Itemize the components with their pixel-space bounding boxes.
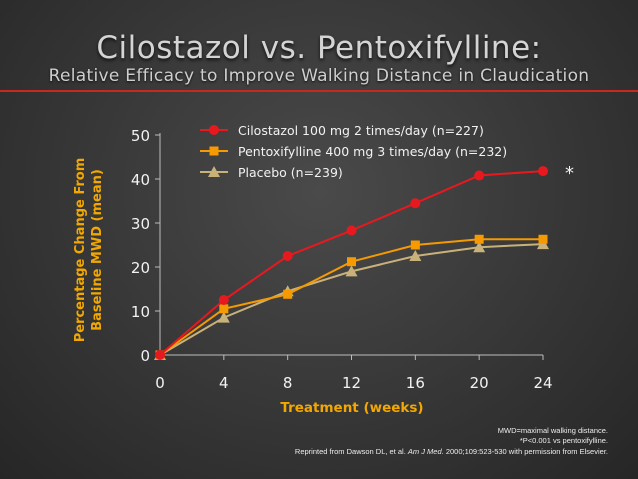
legend-marker xyxy=(209,125,219,135)
chart-legend: Cilostazol 100 mg 2 times/day (n=227) Pen… xyxy=(200,123,507,180)
citation-journal: Am J Med. xyxy=(407,447,444,456)
data-point xyxy=(282,251,293,261)
x-axis-label: Treatment (weeks) xyxy=(280,400,424,416)
y-tick-label: 30 xyxy=(131,215,150,233)
y-tick-label: 40 xyxy=(131,171,150,189)
y-axis-label-line1: Percentage Change From xyxy=(73,157,88,343)
x-tick-label: 8 xyxy=(283,374,293,392)
legend-label: Pentoxifylline 400 mg 3 times/day (n=232… xyxy=(238,144,507,159)
data-point xyxy=(219,304,229,314)
y-tick-label: 0 xyxy=(140,347,150,365)
x-tick-label: 24 xyxy=(533,374,552,392)
x-tick-label: 0 xyxy=(155,374,165,392)
slide-title: Cilostazol vs. Pentoxifylline: xyxy=(96,30,542,66)
citation-post: 2000;109:523-530 with permission from El… xyxy=(443,447,608,456)
data-point xyxy=(474,170,485,181)
x-tick-label: 16 xyxy=(406,374,425,392)
data-point xyxy=(409,250,422,261)
chart-series xyxy=(154,166,549,360)
title-divider xyxy=(0,90,638,92)
citation-pre: Reprinted from Dawson DL, et al. xyxy=(294,447,408,456)
series-line xyxy=(159,238,543,356)
y-axis-label-line2: Baseline MWD (mean) xyxy=(90,169,105,331)
y-tick-label: 20 xyxy=(131,259,150,277)
footnote-line1: MWD=maximal walking distance. xyxy=(497,426,608,435)
chart-axes: 0 10 20 30 40 50 0 4 8 12 16 20 24 xyxy=(131,127,553,392)
data-point xyxy=(538,234,548,244)
chart-annotations: * xyxy=(565,163,574,184)
y-axis-label: Percentage Change From Baseline MWD (mea… xyxy=(72,150,106,350)
x-tick-label: 20 xyxy=(470,374,489,392)
y-tick-label: 10 xyxy=(131,303,150,321)
footnote-line2: *P<0.001 vs pentoxifylline. xyxy=(519,436,608,445)
data-point xyxy=(217,311,230,323)
data-point xyxy=(346,225,357,236)
legend-marker xyxy=(209,146,219,156)
data-point xyxy=(345,265,358,277)
data-point xyxy=(347,257,356,267)
data-point xyxy=(410,240,420,250)
legend-label: Placebo (n=239) xyxy=(238,165,343,180)
y-tick-label: 50 xyxy=(131,127,150,145)
footnote: MWD=maximal walking distance. *P<0.001 v… xyxy=(498,426,608,446)
data-point xyxy=(538,166,548,177)
x-tick-label: 12 xyxy=(342,374,361,392)
significance-asterisk: * xyxy=(565,163,574,184)
data-point xyxy=(474,234,484,244)
citation: Reprinted from Dawson DL, et al. Am J Me… xyxy=(295,447,608,456)
data-point xyxy=(410,198,421,209)
x-tick-label: 4 xyxy=(219,374,229,392)
data-point xyxy=(155,350,165,360)
data-point xyxy=(283,289,293,299)
data-point xyxy=(218,295,229,305)
slide-subtitle: Relative Efficacy to Improve Walking Dis… xyxy=(48,66,590,86)
legend-label: Cilostazol 100 mg 2 times/day (n=227) xyxy=(238,123,484,138)
data-point xyxy=(473,241,486,253)
legend-marker xyxy=(208,166,220,177)
